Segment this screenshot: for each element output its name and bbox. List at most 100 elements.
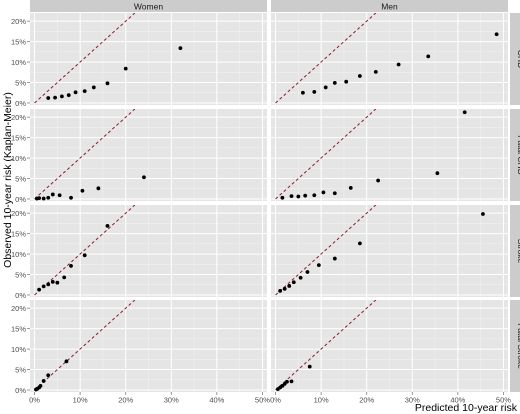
x-axis-title: Predicted 10-year risk <box>415 402 518 414</box>
y-tick-label: 15% <box>11 324 26 333</box>
y-tick-label: 0% <box>15 99 26 108</box>
data-point <box>66 93 71 98</box>
reference-line <box>275 109 377 200</box>
y-tick-label: 20% <box>11 17 26 26</box>
data-point <box>303 193 308 198</box>
y-tick-label: 0% <box>15 195 26 204</box>
data-point <box>46 282 51 287</box>
data-point <box>80 188 85 193</box>
x-tick-label: 10% <box>314 396 329 405</box>
x-tick-label: 40% <box>209 396 224 405</box>
data-point <box>285 379 289 384</box>
data-point <box>46 96 51 100</box>
reference-line <box>275 13 377 104</box>
reference-line <box>34 205 136 296</box>
panel-chd-women: 0% 5% 10% 15% 20% <box>11 13 267 108</box>
data-point <box>37 287 42 292</box>
x-tick-label: 0% <box>29 396 40 405</box>
data-point <box>123 66 128 71</box>
x-tick-label: 10% <box>73 396 88 405</box>
x-tick-label: 30% <box>405 396 420 405</box>
y-tick-label: 10% <box>11 250 26 259</box>
data-point <box>50 279 55 284</box>
row-strip-label-fatal-stroke: Fatal Stroke <box>516 323 520 369</box>
data-point <box>69 195 73 200</box>
panel-chd-men <box>271 13 508 105</box>
y-tick-label: 15% <box>11 133 26 142</box>
data-point <box>494 32 499 37</box>
data-point <box>344 79 349 84</box>
y-tick-label: 5% <box>15 78 26 87</box>
data-point <box>357 241 362 246</box>
strip-women <box>30 0 267 12</box>
data-point <box>426 54 431 59</box>
y-tick-label: 5% <box>15 270 26 279</box>
y-tick-label: 20% <box>11 304 26 313</box>
data-point <box>280 195 285 200</box>
data-point <box>301 90 305 95</box>
data-point <box>312 90 317 94</box>
data-point <box>287 284 292 288</box>
y-tick-label: 5% <box>15 174 26 183</box>
data-point <box>105 223 110 228</box>
y-tick-label: 15% <box>11 229 26 238</box>
data-point <box>46 195 51 200</box>
y-tick-label: 10% <box>11 154 26 163</box>
data-point <box>296 194 301 199</box>
data-point <box>41 196 46 201</box>
data-point <box>50 192 55 197</box>
data-point <box>278 288 283 293</box>
data-point <box>323 85 328 90</box>
data-point <box>53 95 57 100</box>
x-tick-label: 50% <box>496 396 511 405</box>
x-tick-label: 40% <box>450 396 465 405</box>
row-strip-stroke <box>510 205 520 297</box>
data-point <box>291 280 296 285</box>
data-point <box>73 90 78 95</box>
data-point <box>348 186 353 190</box>
data-point <box>305 270 310 274</box>
data-point <box>178 46 183 51</box>
y-tick-label: 10% <box>11 58 26 67</box>
panel-fatal-chd-men <box>271 109 508 201</box>
data-point <box>282 286 287 291</box>
y-tick-label: 5% <box>15 365 26 374</box>
strip-label-men: Men <box>381 2 398 12</box>
y-tick-label: 0% <box>15 386 26 395</box>
data-point <box>316 263 321 268</box>
x-tick-label: 20% <box>118 396 133 405</box>
data-point <box>289 379 294 384</box>
strip-label-women: Women <box>134 2 163 12</box>
data-point <box>332 191 337 196</box>
row-strip-fatal-stroke <box>510 300 520 392</box>
data-point <box>55 280 60 285</box>
data-point <box>82 89 87 93</box>
facet-panels: Women Men CHD Fatal CHD Stroke Fatal Stroke 0%… <box>11 0 520 405</box>
data-point <box>142 175 146 180</box>
panel-stroke-men <box>271 205 508 297</box>
y-tick-label: 20% <box>11 113 26 122</box>
x-tick-label: 50% <box>255 396 270 405</box>
x-tick-label: 0% <box>270 396 281 405</box>
reference-line <box>34 13 136 104</box>
data-point <box>332 81 337 85</box>
data-point <box>91 85 96 90</box>
data-point <box>37 196 42 201</box>
reference-line <box>275 205 377 296</box>
x-tick-label: 30% <box>164 396 179 405</box>
data-point <box>105 81 110 86</box>
data-point <box>41 379 46 383</box>
data-point <box>481 212 485 216</box>
y-axis-title: Observed 10-year risk (Kaplan-Meier) <box>2 92 14 268</box>
data-point <box>321 190 326 195</box>
y-tick-label: 20% <box>11 209 26 218</box>
data-point <box>307 364 312 369</box>
data-point <box>396 62 401 67</box>
data-point <box>82 253 87 258</box>
data-point <box>298 275 303 280</box>
y-tick-label: 0% <box>15 291 26 300</box>
data-point <box>376 178 381 183</box>
data-point <box>332 256 337 261</box>
panel-fatal-stroke-women: 0% 5% 10% 15% 20% 0% 10% 20% 30% 40% 50% <box>11 300 270 405</box>
